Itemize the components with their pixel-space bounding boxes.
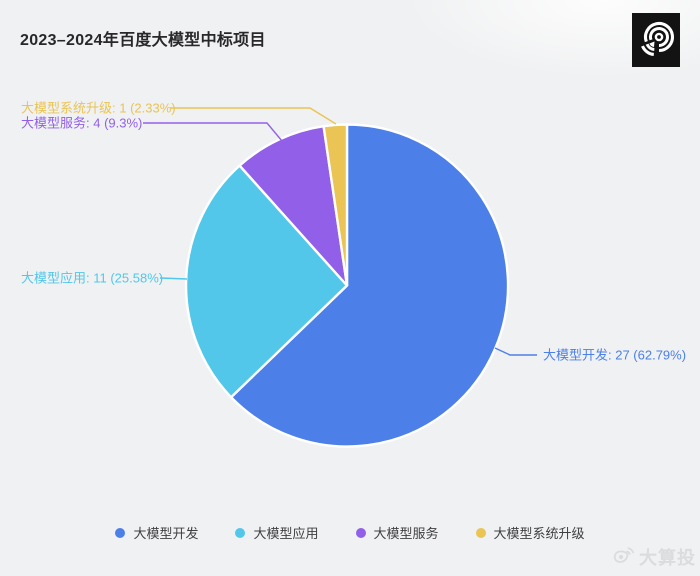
pie-label-line-3 [143,122,283,142]
legend-item-2[interactable]: 大模型应用 [235,523,319,542]
watermark: 大算投 [611,544,696,570]
pie-label-line-1 [494,347,537,356]
concentric-arcs-logo-icon [641,21,675,56]
legend-item-4[interactable]: 大模型系统升级 [475,523,585,542]
pie-label-4: 大模型系统升级: 1 (2.33%) [21,101,176,116]
legend-item-1[interactable]: 大模型开发 [115,523,198,542]
legend-label-1: 大模型开发 [133,526,199,541]
watermark-text: 大算投 [639,548,696,568]
legend-dot-3 [355,527,366,538]
pie-slice-3[interactable] [238,125,349,287]
pie-label-3: 大模型服务: 4 (9.3%) [21,116,142,131]
page-title: 2023–2024年百度大模型中标项目 [20,32,266,49]
brand-logo [632,13,680,67]
legend-dot-4 [475,527,486,538]
weibo-icon [613,547,634,563]
legend-label-3: 大模型服务 [373,526,439,541]
legend-item-3[interactable]: 大模型服务 [355,523,439,542]
pie-label-2: 大模型应用: 11 (25.58%) [21,271,163,286]
pie-label-line-2 [159,277,188,280]
pie-label-line-4 [170,107,337,125]
legend-dot-1 [115,527,126,538]
chart-legend: 大模型开发 大模型应用 大模型服务 大模型系统升级 [0,523,700,542]
legend-label-4: 大模型系统升级 [493,526,585,541]
legend-dot-2 [235,527,246,538]
pie-label-1: 大模型开发: 27 (62.79%) [543,348,686,363]
pie-slice-4[interactable] [322,123,349,287]
legend-label-2: 大模型应用 [253,526,319,541]
